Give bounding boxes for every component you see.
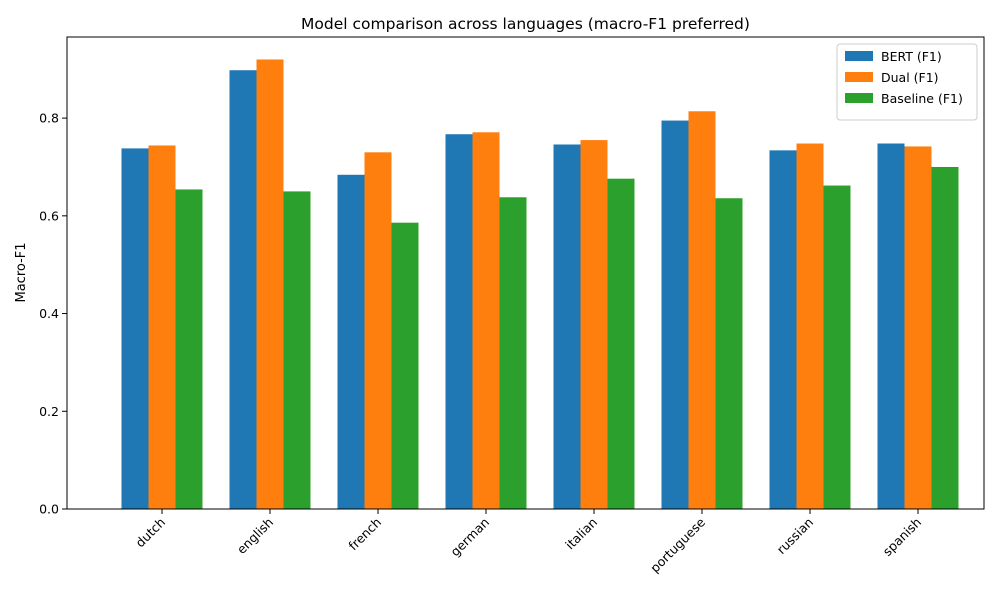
bar-baseline-french — [391, 222, 419, 509]
legend-swatch — [845, 72, 873, 82]
x-tick-label-dutch: dutch — [132, 515, 168, 551]
bar-dual-russian — [796, 143, 824, 510]
bar-bert-dutch — [121, 148, 149, 509]
legend-label: Baseline (F1) — [881, 91, 963, 106]
bar-bert-portuguese — [661, 120, 689, 509]
bar-bert-italian — [553, 144, 581, 510]
x-tick-label-german: german — [447, 515, 492, 560]
plot-frame — [66, 36, 985, 510]
bar-baseline-german — [499, 197, 527, 509]
x-tick-label-spanish: spanish — [880, 515, 925, 560]
y-tick-label: 0.4 — [39, 306, 59, 321]
bar-baseline-russian — [823, 185, 851, 509]
bar-dual-spanish — [904, 146, 932, 509]
x-tick-label-italian: italian — [562, 515, 600, 553]
bar-bert-spanish — [877, 143, 905, 510]
bar-bert-german — [445, 134, 473, 509]
bar-dual-french — [364, 152, 392, 509]
legend-label: Dual (F1) — [881, 70, 939, 85]
bar-dual-italian — [580, 140, 608, 510]
bar-baseline-portuguese — [715, 198, 743, 509]
x-tick-label-french: french — [345, 515, 384, 554]
bar-bert-english — [229, 70, 257, 509]
y-tick-label: 0.6 — [39, 208, 59, 223]
y-tick-label: 0.2 — [39, 404, 59, 419]
chart-title: Model comparison across languages (macro… — [301, 15, 750, 33]
x-tick-label-russian: russian — [774, 515, 817, 558]
bar-baseline-english — [283, 191, 311, 509]
bar-dual-dutch — [148, 145, 176, 509]
bar-dual-german — [472, 132, 500, 509]
y-tick-label: 0.0 — [39, 502, 59, 517]
legend: BERT (F1) Dual (F1) Baseline (F1) — [836, 43, 978, 121]
bar-dual-english — [256, 59, 284, 509]
y-tick-label: 0.8 — [39, 111, 59, 126]
bar-bert-russian — [769, 150, 797, 509]
legend-swatch — [845, 93, 873, 103]
legend-label: BERT (F1) — [881, 49, 942, 64]
y-axis-label: Macro-F1 — [14, 242, 29, 302]
legend-swatch — [845, 51, 873, 61]
x-tick-label-portuguese: portuguese — [647, 514, 708, 575]
bar-baseline-dutch — [175, 189, 203, 509]
bar-dual-portuguese — [688, 111, 716, 509]
bar-baseline-spanish — [931, 166, 959, 509]
bar-baseline-italian — [607, 178, 635, 509]
plot-area: 0.0 0.2 0.4 0.6 0.8 dutch english french german i… — [39, 36, 985, 576]
x-tick-label-english: english — [234, 515, 276, 557]
bar-bert-french — [337, 174, 365, 509]
